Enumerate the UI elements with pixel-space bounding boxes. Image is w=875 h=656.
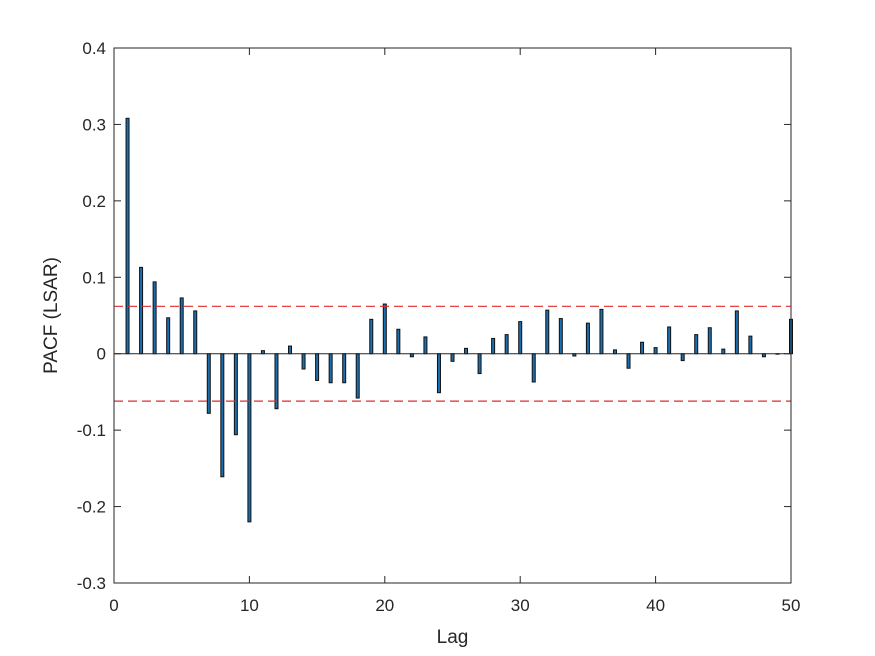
x-axis-title: Lag bbox=[437, 627, 469, 648]
y-axis-title: PACF (LSAR) bbox=[41, 257, 62, 374]
x-tick-label: 40 bbox=[646, 596, 665, 615]
pacf-bar bbox=[179, 297, 184, 355]
pacf-bar bbox=[653, 347, 658, 355]
pacf-bar bbox=[233, 353, 238, 436]
x-axis-ticks: 0 10 20 30 40 50 bbox=[109, 48, 800, 615]
y-tick-label: 0.1 bbox=[82, 268, 106, 287]
pacf-bar bbox=[504, 334, 509, 355]
pacf-bar bbox=[518, 321, 523, 355]
pacf-bar bbox=[748, 335, 753, 355]
pacf-bar bbox=[558, 318, 563, 355]
pacf-bar bbox=[680, 353, 685, 362]
pacf-bar bbox=[396, 328, 401, 355]
x-tick-label: 20 bbox=[375, 596, 394, 615]
pacf-bar bbox=[640, 341, 645, 355]
pacf-bar bbox=[369, 318, 374, 355]
pacf-bar bbox=[220, 353, 225, 478]
y-axis-ticks: -0.3 -0.2 -0.1 0 0.1 0.2 0.3 0.4 bbox=[77, 39, 791, 593]
pacf-bar bbox=[464, 347, 469, 355]
pacf-bar bbox=[531, 353, 536, 383]
pacf-bar bbox=[707, 327, 712, 355]
plot-frame bbox=[113, 47, 792, 584]
x-tick-label: 10 bbox=[240, 596, 259, 615]
x-tick-label: 0 bbox=[109, 596, 118, 615]
pacf-bar bbox=[721, 348, 726, 355]
pacf-bar bbox=[436, 353, 441, 394]
pacf-bar bbox=[599, 308, 604, 355]
x-tick-label: 30 bbox=[511, 596, 530, 615]
pacf-bar bbox=[342, 353, 347, 384]
x-tick-label: 50 bbox=[782, 596, 801, 615]
pacf-bar bbox=[274, 353, 279, 410]
pacf-bar bbox=[206, 353, 211, 414]
pacf-bar bbox=[585, 322, 590, 355]
pacf-bar bbox=[382, 303, 387, 355]
y-tick-label: -0.2 bbox=[77, 498, 106, 517]
pacf-bar bbox=[315, 353, 320, 381]
y-tick-label: 0.2 bbox=[82, 192, 106, 211]
pacf-bar bbox=[247, 353, 252, 523]
y-tick-label: 0.4 bbox=[82, 39, 106, 58]
pacf-bar bbox=[545, 309, 550, 355]
y-tick-label: 0.3 bbox=[82, 115, 106, 134]
pacf-bar bbox=[626, 353, 631, 369]
y-tick-label: -0.1 bbox=[77, 421, 106, 440]
pacf-bar bbox=[423, 336, 428, 355]
y-tick-label: -0.3 bbox=[77, 574, 106, 593]
pacf-bar bbox=[301, 353, 306, 370]
pacf-bar bbox=[667, 326, 672, 355]
pacf-bar bbox=[355, 353, 360, 399]
pacf-bar bbox=[477, 353, 482, 375]
pacf-bar bbox=[152, 281, 157, 355]
y-tick-label: 0 bbox=[97, 345, 106, 364]
pacf-bar bbox=[288, 345, 293, 355]
pacf-bar bbox=[166, 317, 171, 355]
plot-background bbox=[114, 48, 791, 583]
pacf-bar bbox=[193, 310, 198, 355]
pacf-bar bbox=[450, 353, 455, 362]
pacf-bar bbox=[139, 266, 144, 355]
pacf-bar bbox=[328, 353, 333, 384]
pacf-bar bbox=[612, 349, 617, 355]
pacf-bar bbox=[491, 337, 496, 355]
pacf-bar bbox=[734, 310, 739, 355]
pacf-bar bbox=[125, 117, 130, 355]
pacf-bar bbox=[694, 334, 699, 355]
